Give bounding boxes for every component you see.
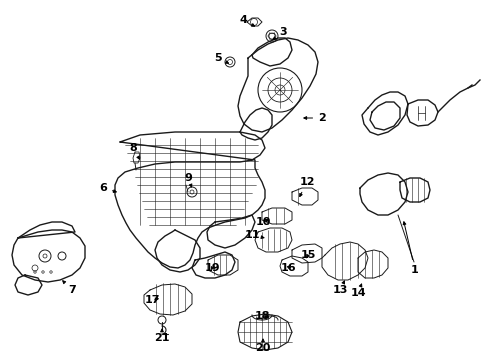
Text: 15: 15 — [300, 250, 316, 260]
Text: 12: 12 — [299, 177, 315, 197]
Text: 17: 17 — [144, 295, 160, 305]
Text: 1: 1 — [403, 222, 419, 275]
Text: 11: 11 — [244, 230, 264, 240]
Text: 21: 21 — [154, 329, 170, 343]
Text: 3: 3 — [273, 27, 287, 40]
Text: 18: 18 — [254, 311, 270, 321]
Text: 10: 10 — [255, 217, 270, 227]
Text: 9: 9 — [184, 173, 192, 187]
Text: 20: 20 — [255, 339, 270, 353]
Text: 6: 6 — [99, 183, 116, 193]
Text: 13: 13 — [332, 281, 348, 295]
Text: 19: 19 — [204, 263, 220, 273]
Text: 4: 4 — [239, 15, 255, 26]
Text: 16: 16 — [280, 263, 296, 273]
Text: 14: 14 — [350, 284, 366, 298]
Text: 2: 2 — [304, 113, 326, 123]
Text: 7: 7 — [63, 281, 76, 295]
Text: 8: 8 — [129, 143, 140, 159]
Text: 5: 5 — [214, 53, 228, 63]
